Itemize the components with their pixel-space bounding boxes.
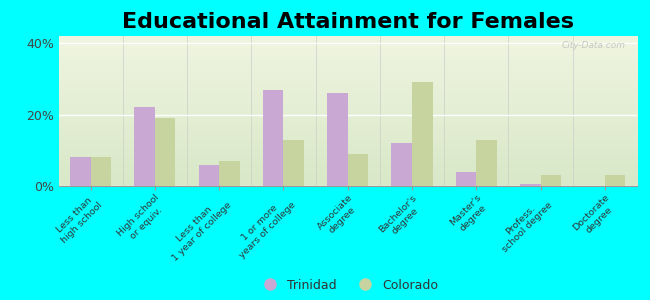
Bar [199, 165, 219, 186]
Text: City-Data.com: City-Data.com [562, 40, 625, 50]
Legend: Trinidad, Colorado: Trinidad, Colorado [252, 274, 443, 297]
Bar [70, 158, 90, 186]
Bar [263, 90, 283, 186]
Bar [391, 143, 412, 186]
Title: Educational Attainment for Females: Educational Attainment for Females [122, 12, 574, 32]
Bar [327, 93, 348, 186]
Bar [155, 118, 176, 186]
Bar [412, 82, 433, 186]
Bar [520, 184, 541, 186]
Bar [476, 140, 497, 186]
Bar [283, 140, 304, 186]
Bar [135, 107, 155, 186]
Bar [456, 172, 476, 186]
Bar [348, 154, 369, 186]
Bar [219, 161, 240, 186]
Bar [90, 158, 111, 186]
Bar [605, 175, 625, 186]
Bar [541, 175, 561, 186]
